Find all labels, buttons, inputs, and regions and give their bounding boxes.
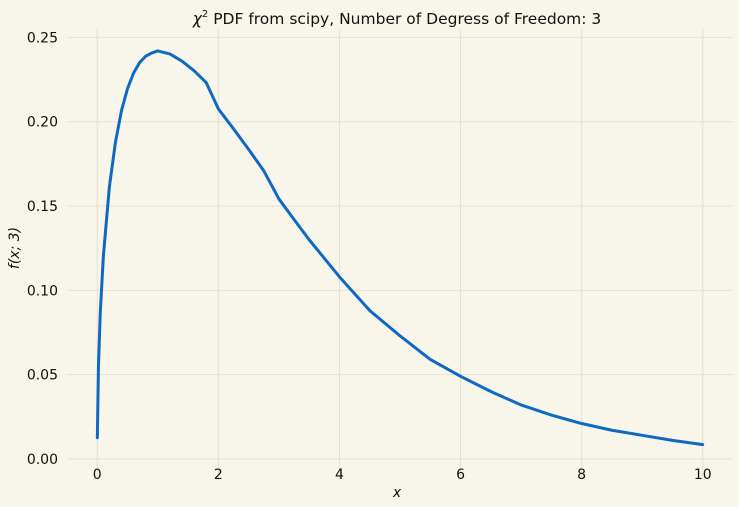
y-tick-label: 0.05 [27, 368, 58, 384]
x-tick-label: 4 [335, 467, 344, 483]
y-tick-label: 0.20 [27, 115, 58, 131]
x-tick-label: 8 [577, 467, 586, 483]
y-tick-label: 0.25 [27, 30, 58, 46]
x-tick-label: 0 [93, 467, 102, 483]
y-axis-label: f(x; 3) [7, 227, 23, 269]
x-tick-label: 2 [214, 467, 223, 483]
title-symbol: χ [192, 10, 203, 28]
title-rest: PDF from scipy, Number of Degress of Fre… [208, 10, 601, 28]
x-axis-label: x [392, 485, 402, 501]
title-superscript: 2 [202, 9, 208, 20]
chart-title: χ2 PDF from scipy, Number of Degress of … [192, 9, 602, 28]
y-tick-label: 0.10 [27, 283, 58, 299]
series-layer [95, 49, 705, 447]
x-tick-label: 6 [456, 467, 465, 483]
series-line [95, 49, 705, 447]
y-tick-label: 0.15 [27, 199, 58, 215]
x-tick-label: 10 [694, 467, 712, 483]
y-tick-label: 0.00 [27, 452, 58, 468]
grid [67, 29, 733, 480]
tick-labels: 0 2 4 6 8 10 0.00 0.05 0.10 0.15 0.20 0.25 [27, 30, 712, 483]
